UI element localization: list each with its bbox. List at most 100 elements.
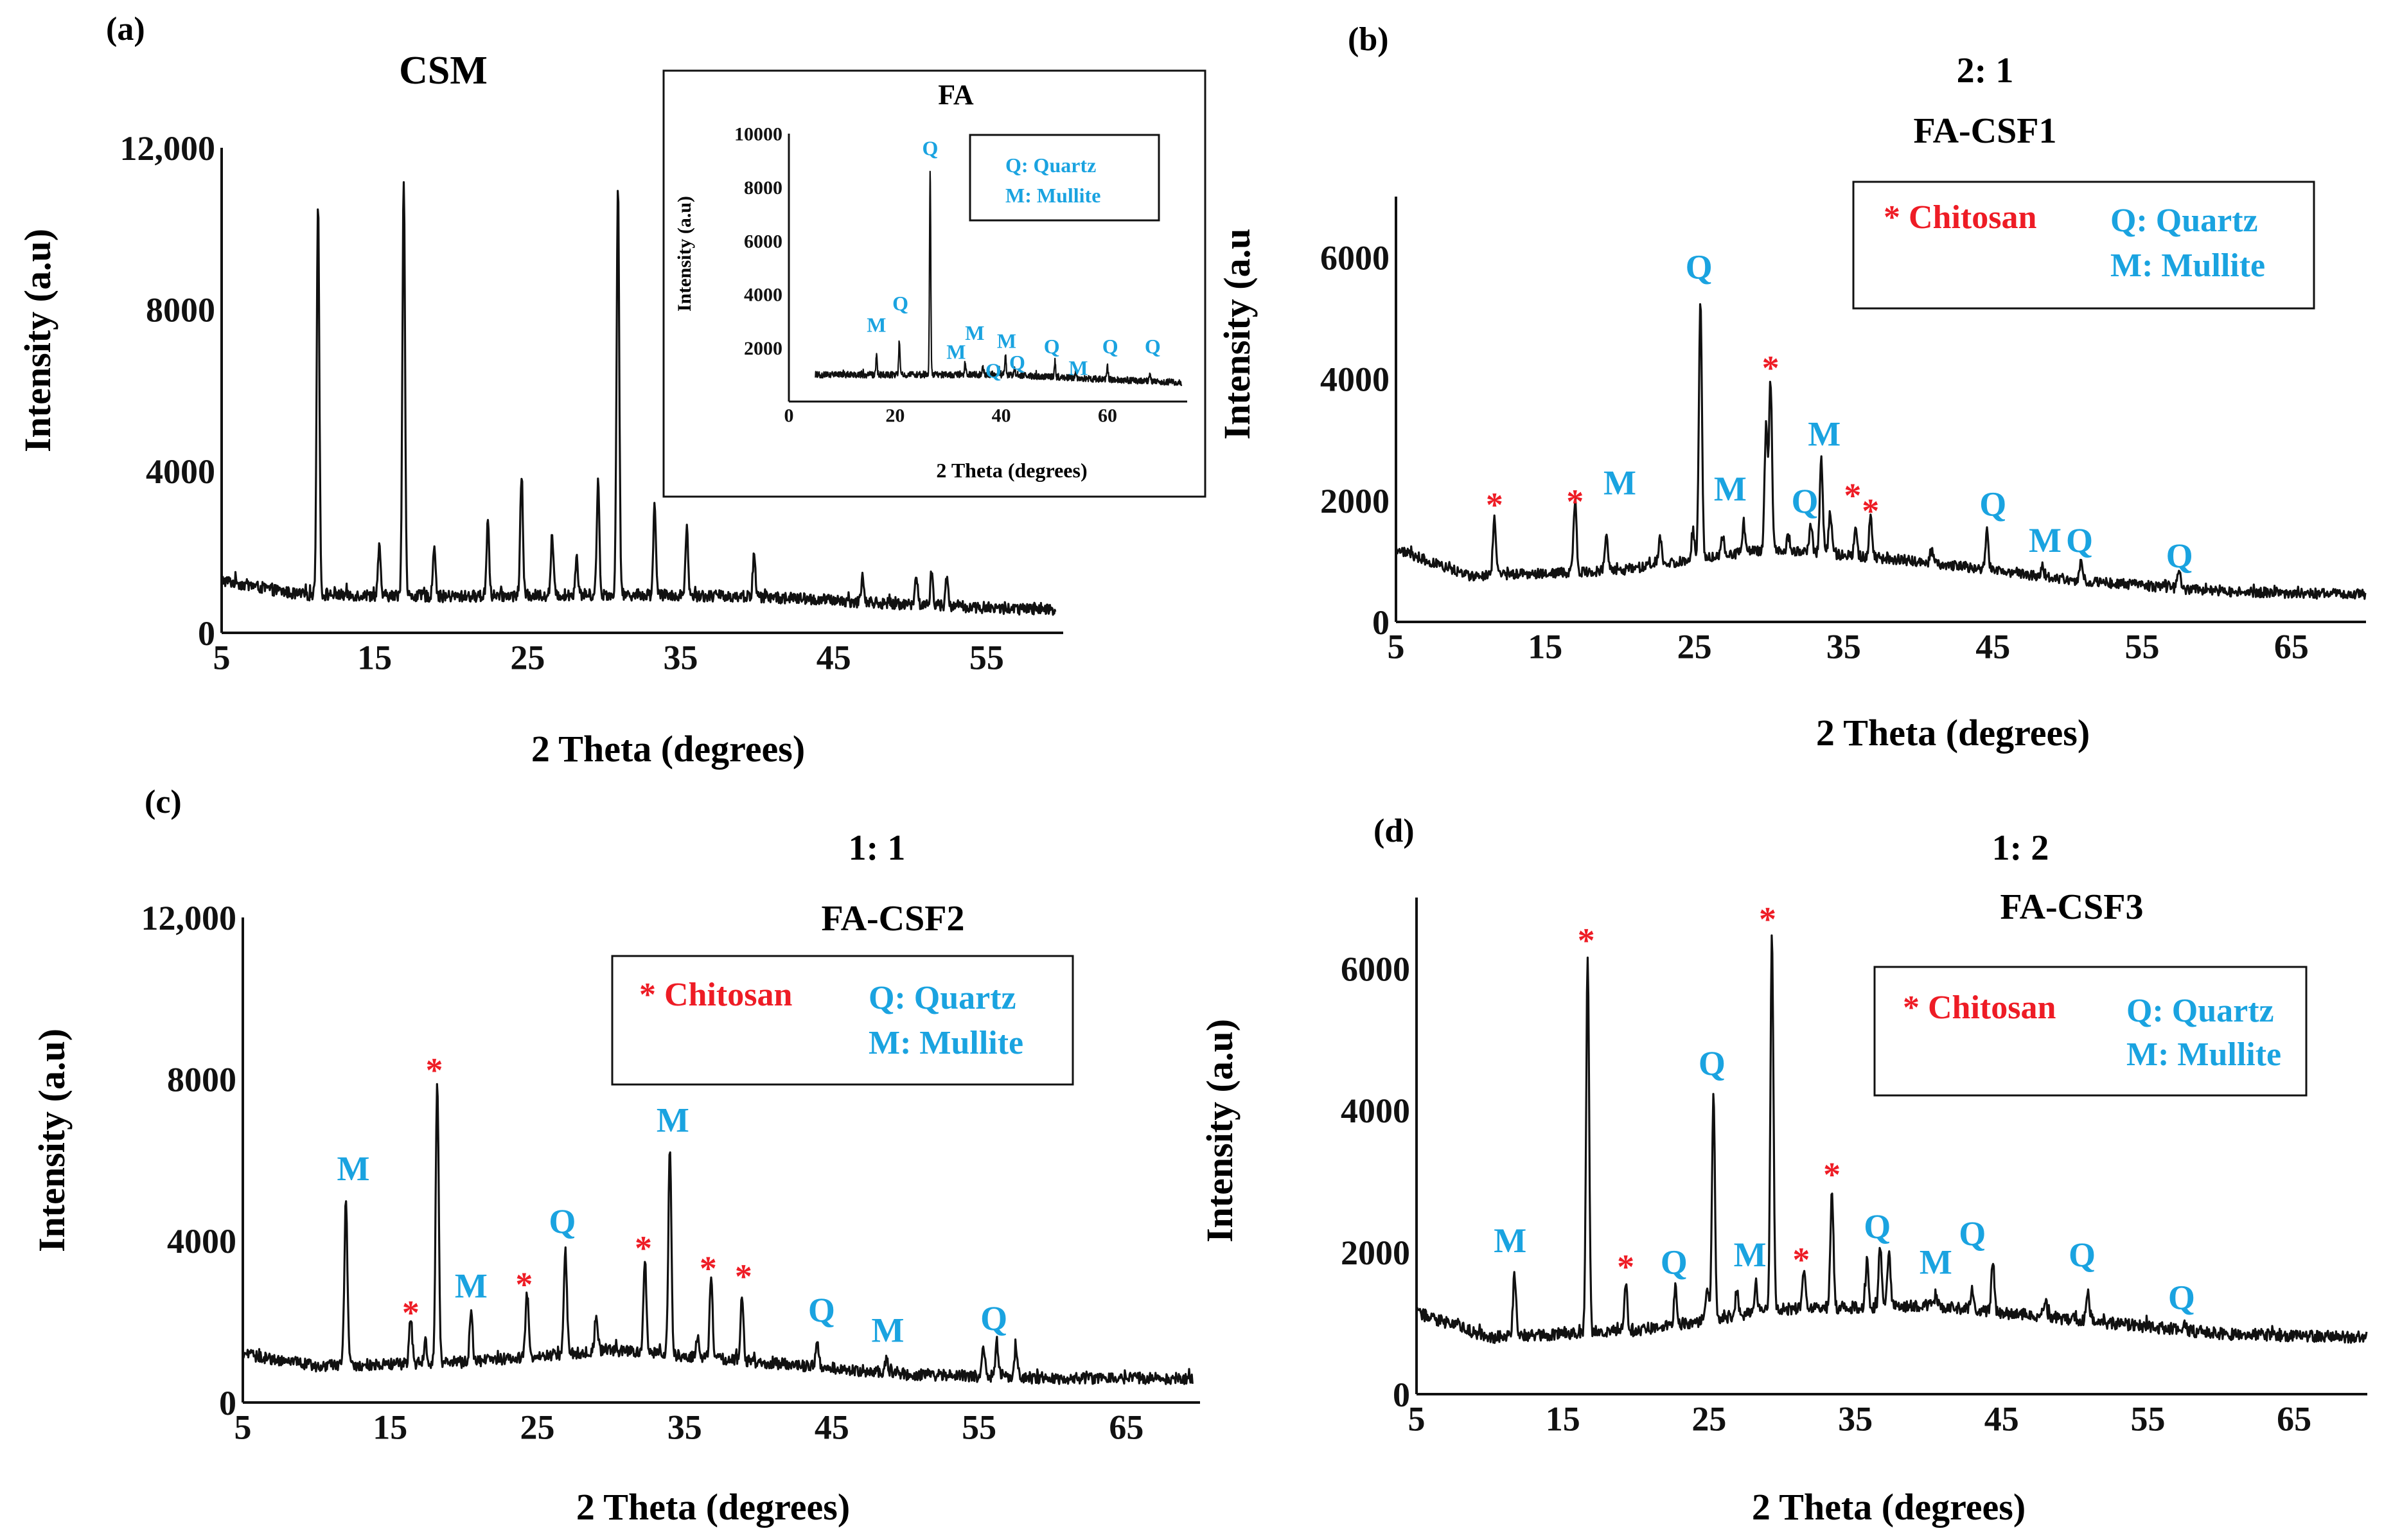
- panel-b-xlabel: 2 Theta (degrees): [1816, 712, 2090, 754]
- inset-y-tick-label: 10000: [734, 124, 782, 145]
- panel-c-chitosan-peak-marker: *: [426, 1051, 443, 1090]
- inset-y-tick-label: 2000: [744, 338, 782, 359]
- panel-a-y-tick-label: 8000: [146, 291, 215, 330]
- inset-legend-mullite: M: Mullite: [1005, 184, 1100, 207]
- inset-xrd-trace: [815, 170, 1183, 386]
- panel-c-legend-chitosan: * Chitosan: [639, 977, 792, 1013]
- panel-b-legend: * Chitosan Q: Quartz M: Mullite: [1852, 181, 2315, 310]
- panel-d-ratio: 1: 2: [1992, 828, 2049, 868]
- panel-d-y-tick-label: 4000: [1341, 1092, 1410, 1130]
- panel-c-x-tick-label: 25: [520, 1408, 554, 1447]
- panel-b: (b) 2: 1 FA-CSF1 0 2000 4000 6000 5 15 25 35 45 5…: [1216, 21, 2367, 754]
- inset-phase-peak-label: M: [965, 321, 984, 344]
- panel-a-y-tick-label: 4000: [146, 452, 215, 491]
- panel-c-legend-quartz: Q: Quartz: [869, 980, 1016, 1016]
- panel-c-x-tick-label: 55: [962, 1408, 996, 1447]
- panel-c-x-tick-label: 15: [373, 1408, 407, 1447]
- panel-d-phase-peak-label: Q: [1864, 1207, 1891, 1246]
- panel-b-legend-box: [1852, 181, 2315, 310]
- panel-a-x-tick-label: 25: [510, 639, 545, 677]
- panel-b-y-tick-label: 6000: [1320, 238, 1390, 277]
- panel-d-x-tick-label: 45: [1984, 1400, 2019, 1438]
- panel-c-phase-peak-label: Q: [549, 1202, 576, 1241]
- panel-b-x-tick-label: 25: [1677, 628, 1712, 666]
- panel-b-label: (b): [1348, 21, 1389, 58]
- panel-b-phase-peak-label: Q: [2166, 536, 2193, 575]
- inset-phase-peak-label: Q: [1145, 335, 1161, 358]
- inset-phase-peak-label: M: [867, 314, 886, 337]
- panel-b-x-tick-label: 5: [1388, 628, 1405, 666]
- panel-b-phase-peak-label: Q: [1686, 248, 1713, 287]
- panel-d-phase-peak-label: Q: [2168, 1278, 2195, 1316]
- panel-b-ratio: 2: 1: [1957, 51, 2014, 91]
- inset-title: FA: [938, 79, 974, 111]
- panel-b-chitosan-peak-marker: *: [1862, 491, 1879, 530]
- panel-d-x-tick-label: 35: [1838, 1400, 1873, 1438]
- inset-phase-peak-label: Q: [985, 358, 1002, 382]
- panel-b-phase-peak-label: M: [2029, 521, 2062, 560]
- panel-b-phase-peak-label: Q: [2066, 521, 2093, 560]
- inset-phase-peak-label: Q: [1102, 335, 1118, 358]
- panel-d-legend-chitosan: * Chitosan: [1903, 989, 2056, 1026]
- panel-b-xrd-trace: [1395, 303, 2367, 600]
- panel-d-x-tick-label: 65: [2277, 1400, 2311, 1438]
- panel-b-x-tick-label: 35: [1826, 628, 1861, 666]
- panel-d-y-tick-label: 2000: [1341, 1234, 1410, 1272]
- panel-d-chitosan-peak-marker: *: [1617, 1248, 1634, 1286]
- panel-b-y-tick-label: 2000: [1320, 482, 1390, 520]
- panel-a: (a) CSM 0 4000 8000 12,000 5 15 25 35 45 55 Inten…: [17, 11, 1206, 770]
- panel-b-title: FA-CSF1: [1914, 111, 2057, 151]
- panel-c-chitosan-peak-marker: *: [515, 1266, 533, 1304]
- panel-a-x-tick-label: 15: [357, 639, 392, 677]
- panel-d-phase-peak-label: M: [1734, 1235, 1767, 1274]
- inset-phase-peak-label: M: [946, 340, 966, 363]
- panel-a-xrd-trace: [221, 181, 1057, 616]
- inset-phase-peak-label: Q: [892, 292, 908, 315]
- panel-c-legend-box: [611, 955, 1074, 1086]
- panel-c-ratio: 1: 1: [849, 828, 906, 868]
- inset-y-tick-label: 8000: [744, 177, 782, 199]
- panel-d-xrd-trace: [1415, 934, 2368, 1344]
- panel-c-y-tick-label: 0: [219, 1384, 236, 1422]
- inset-ylabel: Intensity (a.u): [674, 196, 695, 312]
- panel-d-legend: * Chitosan Q: Quartz M: Mullite: [1873, 966, 2308, 1097]
- panel-c-phase-peak-label: M: [657, 1101, 689, 1139]
- inset-legend-quartz: Q: Quartz: [1005, 154, 1096, 177]
- inset-phase-peak-label: M: [1068, 356, 1088, 379]
- panel-d-legend-quartz: Q: Quartz: [2126, 993, 2274, 1029]
- panel-d-phase-peak-label: Q: [2069, 1235, 2096, 1274]
- panel-c-y-tick-label: 12,000: [141, 899, 237, 937]
- panel-c-ylabel: Intensity (a.u): [31, 1029, 73, 1252]
- inset-y-tick-label: 6000: [744, 231, 782, 252]
- panel-d-phase-peak-label: Q: [1959, 1214, 1986, 1253]
- panel-c-legend-mullite: M: Mullite: [869, 1025, 1023, 1061]
- panel-c-phase-peak-label: M: [337, 1149, 369, 1188]
- inset-phase-peak-label: Q: [922, 136, 938, 159]
- inset-x-tick-label: 20: [885, 405, 905, 427]
- panel-b-phase-peak-label: Q: [1792, 482, 1819, 520]
- panel-c-legend: * Chitosan Q: Quartz M: Mullite: [611, 955, 1074, 1086]
- inset-x-tick-label: 40: [992, 405, 1011, 427]
- panel-c-x-tick-label: 35: [667, 1408, 702, 1447]
- panel-d-chitosan-peak-marker: *: [1823, 1155, 1841, 1194]
- inset-phase-peak-label: Q: [1009, 351, 1025, 374]
- panel-c-title: FA-CSF2: [822, 899, 965, 939]
- panel-b-y-tick-label: 0: [1372, 603, 1390, 642]
- panel-b-phase-peak-label: M: [1603, 463, 1636, 502]
- panel-c-x-tick-label: 45: [815, 1408, 849, 1447]
- panel-c-xlabel: 2 Theta (degrees): [576, 1486, 850, 1528]
- panel-c-x-tick-label: 5: [234, 1408, 252, 1447]
- panel-d-legend-mullite: M: Mullite: [2126, 1036, 2281, 1073]
- panel-d-chitosan-peak-marker: *: [1759, 900, 1776, 939]
- panel-c-chitosan-peak-marker: *: [635, 1229, 652, 1268]
- panel-b-chitosan-peak-marker: *: [1486, 486, 1503, 524]
- panel-b-legend-quartz: Q: Quartz: [2110, 202, 2258, 239]
- panel-c-label: (c): [145, 784, 182, 820]
- panel-b-chitosan-peak-marker: *: [1762, 349, 1779, 387]
- panel-b-x-tick-label: 55: [2125, 628, 2160, 666]
- panel-d-phase-peak-label: M: [1920, 1243, 1952, 1281]
